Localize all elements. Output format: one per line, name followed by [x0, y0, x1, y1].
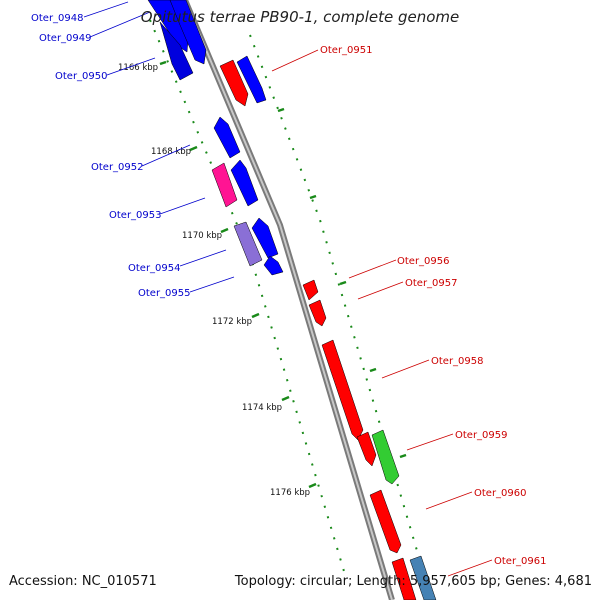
gene-arrow-oter-0961b[interactable]: [409, 555, 437, 600]
gene-arrow-oter-0958b[interactable]: [356, 431, 377, 467]
kbp-label-1174: 1174 kbp: [242, 403, 282, 413]
kbp-label-1166: 1166 kbp: [118, 63, 158, 73]
gene-arrow-oter-0955[interactable]: [263, 255, 284, 276]
kbp-ticks: [159, 60, 317, 489]
gene-arrow-oter-0953b[interactable]: [230, 159, 259, 207]
outer-track-ticks: [277, 107, 407, 459]
gene-arrow-oter-0960[interactable]: [369, 489, 402, 554]
gene-arrow-oter-0951[interactable]: [219, 59, 249, 107]
gene-arrow-oter-0954b[interactable]: [251, 217, 279, 259]
gene-arrow-oter-0959[interactable]: [371, 429, 400, 485]
gene-label-oter-0952[interactable]: Oter_0952: [91, 162, 144, 173]
gene-arrow-oter-0957[interactable]: [308, 299, 327, 327]
accession-text: Accession: NC_010571: [9, 574, 157, 589]
gene-arrow-oter-0956[interactable]: [302, 279, 319, 301]
kbp-label-1176: 1176 kbp: [270, 488, 310, 498]
gene-arrow-oter-0961[interactable]: [391, 557, 417, 600]
genome-backbone: [182, 0, 395, 600]
genome-summary-text: Topology: circular; Length: 5,957,605 bp…: [234, 574, 592, 589]
gene-arrow-oter-0952[interactable]: [213, 116, 241, 159]
gene-label-oter-0949[interactable]: Oter_0949: [39, 33, 92, 44]
gene-label-oter-0953[interactable]: Oter_0953: [109, 210, 162, 221]
gene-arrow-oter-0950[interactable]: [159, 21, 194, 81]
gene-label-oter-0948[interactable]: Oter_0948: [31, 13, 84, 24]
gene-label-oter-0956[interactable]: Oter_0956: [397, 256, 450, 267]
genome-backbone-highlight: [184, 0, 393, 600]
gene-label-oter-0955[interactable]: Oter_0955: [138, 288, 191, 299]
kbp-label-1170: 1170 kbp: [182, 231, 222, 241]
forward-genes: [219, 55, 437, 600]
gene-label-oter-0960[interactable]: Oter_0960: [474, 488, 527, 499]
gene-label-oter-0954[interactable]: Oter_0954: [128, 263, 181, 274]
map-title: Opitutus terrae PB90-1, complete genome: [140, 8, 460, 26]
label-leaders: [83, 1, 493, 577]
gene-label-oter-0959[interactable]: Oter_0959: [455, 430, 508, 441]
gene-arrow-oter-0953[interactable]: [211, 162, 238, 208]
gene-label-oter-0958[interactable]: Oter_0958: [431, 356, 484, 367]
gene-label-oter-0951[interactable]: Oter_0951: [320, 45, 373, 56]
gene-label-oter-0950[interactable]: Oter_0950: [55, 71, 108, 82]
gene-arrow-oter-0958[interactable]: [321, 339, 364, 441]
gene-label-oter-0957[interactable]: Oter_0957: [405, 278, 458, 289]
inner-tick-track: [149, 19, 347, 579]
gene-arrow-oter-0954[interactable]: [233, 221, 263, 267]
reverse-genes: [147, 0, 284, 276]
kbp-label-1172: 1172 kbp: [212, 317, 252, 327]
gene-label-oter-0961[interactable]: Oter_0961: [494, 556, 547, 567]
gene-arrow-oter-0949[interactable]: [169, 0, 207, 65]
kbp-label-1168: 1168 kbp: [151, 147, 191, 157]
gene-arrow-oter-0951b[interactable]: [236, 55, 267, 104]
